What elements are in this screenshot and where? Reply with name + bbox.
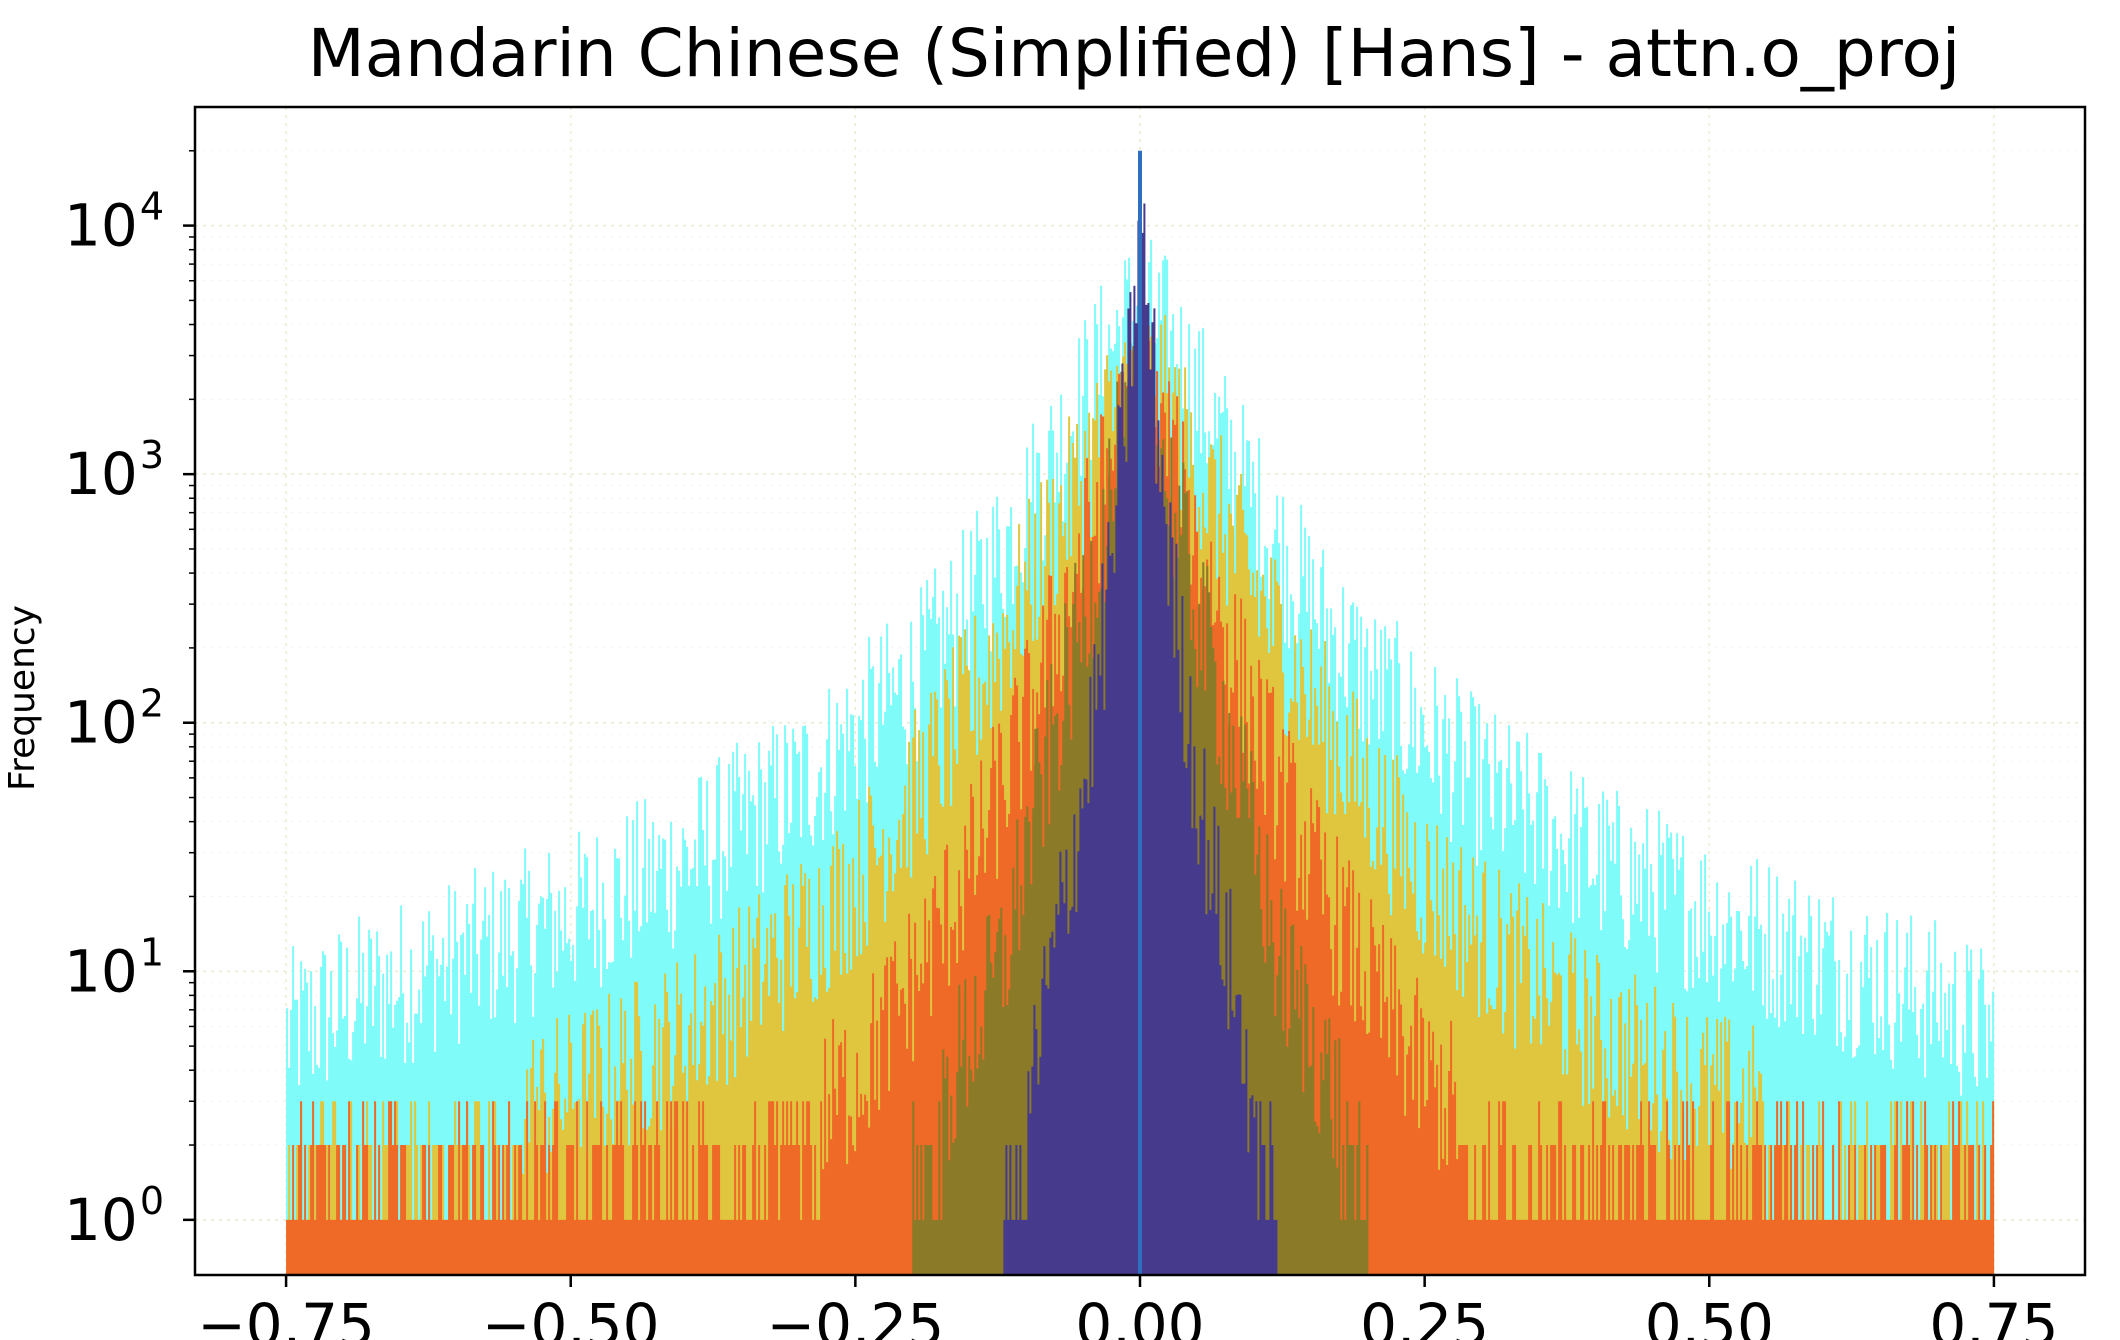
- x-tick-label: 0.75: [1929, 1291, 2058, 1340]
- x-tick-label: 0.25: [1360, 1291, 1489, 1340]
- histogram-bars: [286, 150, 1995, 1275]
- x-tick-label: 0.50: [1645, 1291, 1774, 1340]
- y-tick-label: 100: [64, 1179, 164, 1254]
- y-axis-label: Frequency: [2, 605, 43, 791]
- peak-spike: [1138, 150, 1142, 1275]
- x-tick-label: −0.25: [766, 1291, 944, 1340]
- x-tick-label: −0.75: [197, 1291, 375, 1340]
- axis-ticks: −0.75 −0.50 −0.25 0.00 0.25 0.50 0.75 100 101 102…: [64, 150, 2058, 1340]
- x-tick-label: −0.50: [482, 1291, 660, 1340]
- x-tick-label: 0.00: [1075, 1291, 1204, 1340]
- y-tick-label: 104: [64, 185, 164, 260]
- y-tick-label: 101: [64, 930, 164, 1005]
- y-tick-label: 103: [64, 433, 164, 508]
- chart-title: Mandarin Chinese (Simplified) [Hans] - a…: [308, 15, 1960, 92]
- y-tick-label: 102: [64, 682, 164, 757]
